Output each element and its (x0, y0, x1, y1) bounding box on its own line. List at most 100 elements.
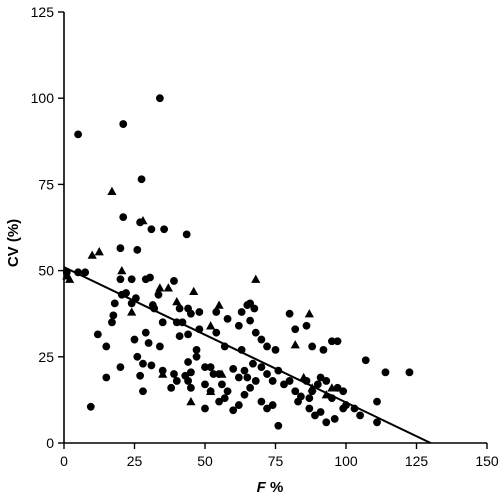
y-tick-label: 125 (31, 4, 55, 20)
circle-point (263, 404, 271, 413)
circle-point (311, 411, 319, 420)
circle-point (139, 387, 147, 396)
circle-point (110, 299, 119, 308)
triangle-point (155, 283, 165, 292)
circle-point (144, 339, 153, 347)
circle-point (240, 390, 249, 399)
circle-point (234, 373, 243, 382)
triangle-point (307, 383, 317, 392)
circle-point (251, 328, 260, 337)
circle-point (356, 411, 364, 420)
circle-point (212, 328, 221, 337)
circle-point (93, 330, 102, 339)
circle-point (316, 373, 325, 382)
circle-point (257, 335, 266, 344)
circle-point (195, 308, 204, 316)
circle-point (170, 370, 178, 378)
circle-point (305, 394, 314, 403)
circle-point (285, 309, 294, 318)
triangle-point (172, 297, 182, 306)
circle-point (234, 401, 243, 409)
circle-point (237, 308, 246, 316)
x-axis-ticks: 0 25 50 75 100 125 150 (60, 443, 499, 469)
x-tick-label: 75 (268, 453, 284, 469)
circle-point (322, 418, 331, 427)
circle-point (206, 363, 215, 372)
triangle-point (138, 216, 148, 225)
x-tick-label: 100 (334, 453, 358, 469)
circle-point (133, 246, 142, 254)
circle-point (184, 377, 192, 385)
circle-point (223, 314, 232, 323)
triangle-point (217, 369, 227, 378)
circle-point (249, 359, 257, 368)
circle-point (155, 94, 164, 103)
circle-point (209, 370, 218, 378)
circle-point (127, 275, 136, 284)
circle-point (250, 304, 259, 313)
circle-point (201, 404, 209, 413)
circle-point (102, 342, 111, 351)
circle-point (339, 404, 348, 413)
circle-point (147, 361, 156, 370)
circle-point (201, 380, 209, 389)
circle-point (182, 230, 191, 239)
circle-point (381, 368, 390, 377)
circle-point (263, 370, 271, 378)
triangle-point (327, 383, 337, 392)
circle-point (201, 363, 209, 372)
x-tick-label: 150 (475, 453, 499, 469)
circle-point (218, 380, 226, 389)
circle-point (268, 377, 277, 385)
circle-point (86, 402, 95, 411)
circle-point (184, 330, 192, 339)
circle-point (220, 394, 229, 403)
circle-point (257, 397, 266, 406)
triangle-point (87, 250, 97, 259)
y-axis-title: CV (%) (5, 219, 22, 267)
triangle-point (186, 397, 196, 406)
y-tick-label: 50 (38, 263, 54, 279)
y-tick-label: 25 (38, 349, 54, 365)
triangle-point (299, 372, 309, 382)
circle-point (158, 318, 167, 327)
circle-point (187, 383, 195, 392)
x-axis-title: F % (257, 479, 284, 496)
circle-point (285, 377, 294, 385)
circle-point (333, 337, 342, 346)
circle-point (302, 321, 311, 330)
x-tick-label: 125 (405, 453, 429, 469)
circle-point (119, 120, 128, 128)
circle-point (268, 401, 277, 409)
circle-point (263, 342, 271, 351)
circle-point (81, 268, 90, 277)
triangle-point (158, 369, 168, 378)
circle-point (175, 332, 184, 341)
circle-point (240, 366, 249, 375)
circle-point (116, 244, 125, 253)
circle-point (246, 383, 255, 392)
circle-point (223, 387, 232, 396)
triangle-point (206, 386, 216, 395)
circle-point (243, 373, 252, 382)
circle-point (141, 328, 150, 337)
circle-point (187, 309, 195, 318)
circle-point (147, 225, 156, 234)
triangle-point (127, 307, 137, 316)
triangle-point (304, 309, 314, 318)
circle-point (333, 383, 342, 392)
triangle-point (214, 300, 224, 309)
x-tick-label: 0 (60, 453, 68, 469)
circle-point (109, 311, 118, 320)
triangle-point (206, 321, 216, 330)
circle-point (119, 213, 128, 222)
circle-point (212, 308, 221, 316)
circle-point (187, 368, 195, 377)
circle-point (313, 380, 322, 389)
circle-point (234, 321, 243, 330)
circle-point (319, 346, 328, 354)
triangle-point (65, 274, 75, 283)
circle-point (137, 175, 146, 184)
y-axis-ticks: 0 25 50 75 100 125 (31, 4, 64, 451)
circle-point (184, 358, 192, 366)
